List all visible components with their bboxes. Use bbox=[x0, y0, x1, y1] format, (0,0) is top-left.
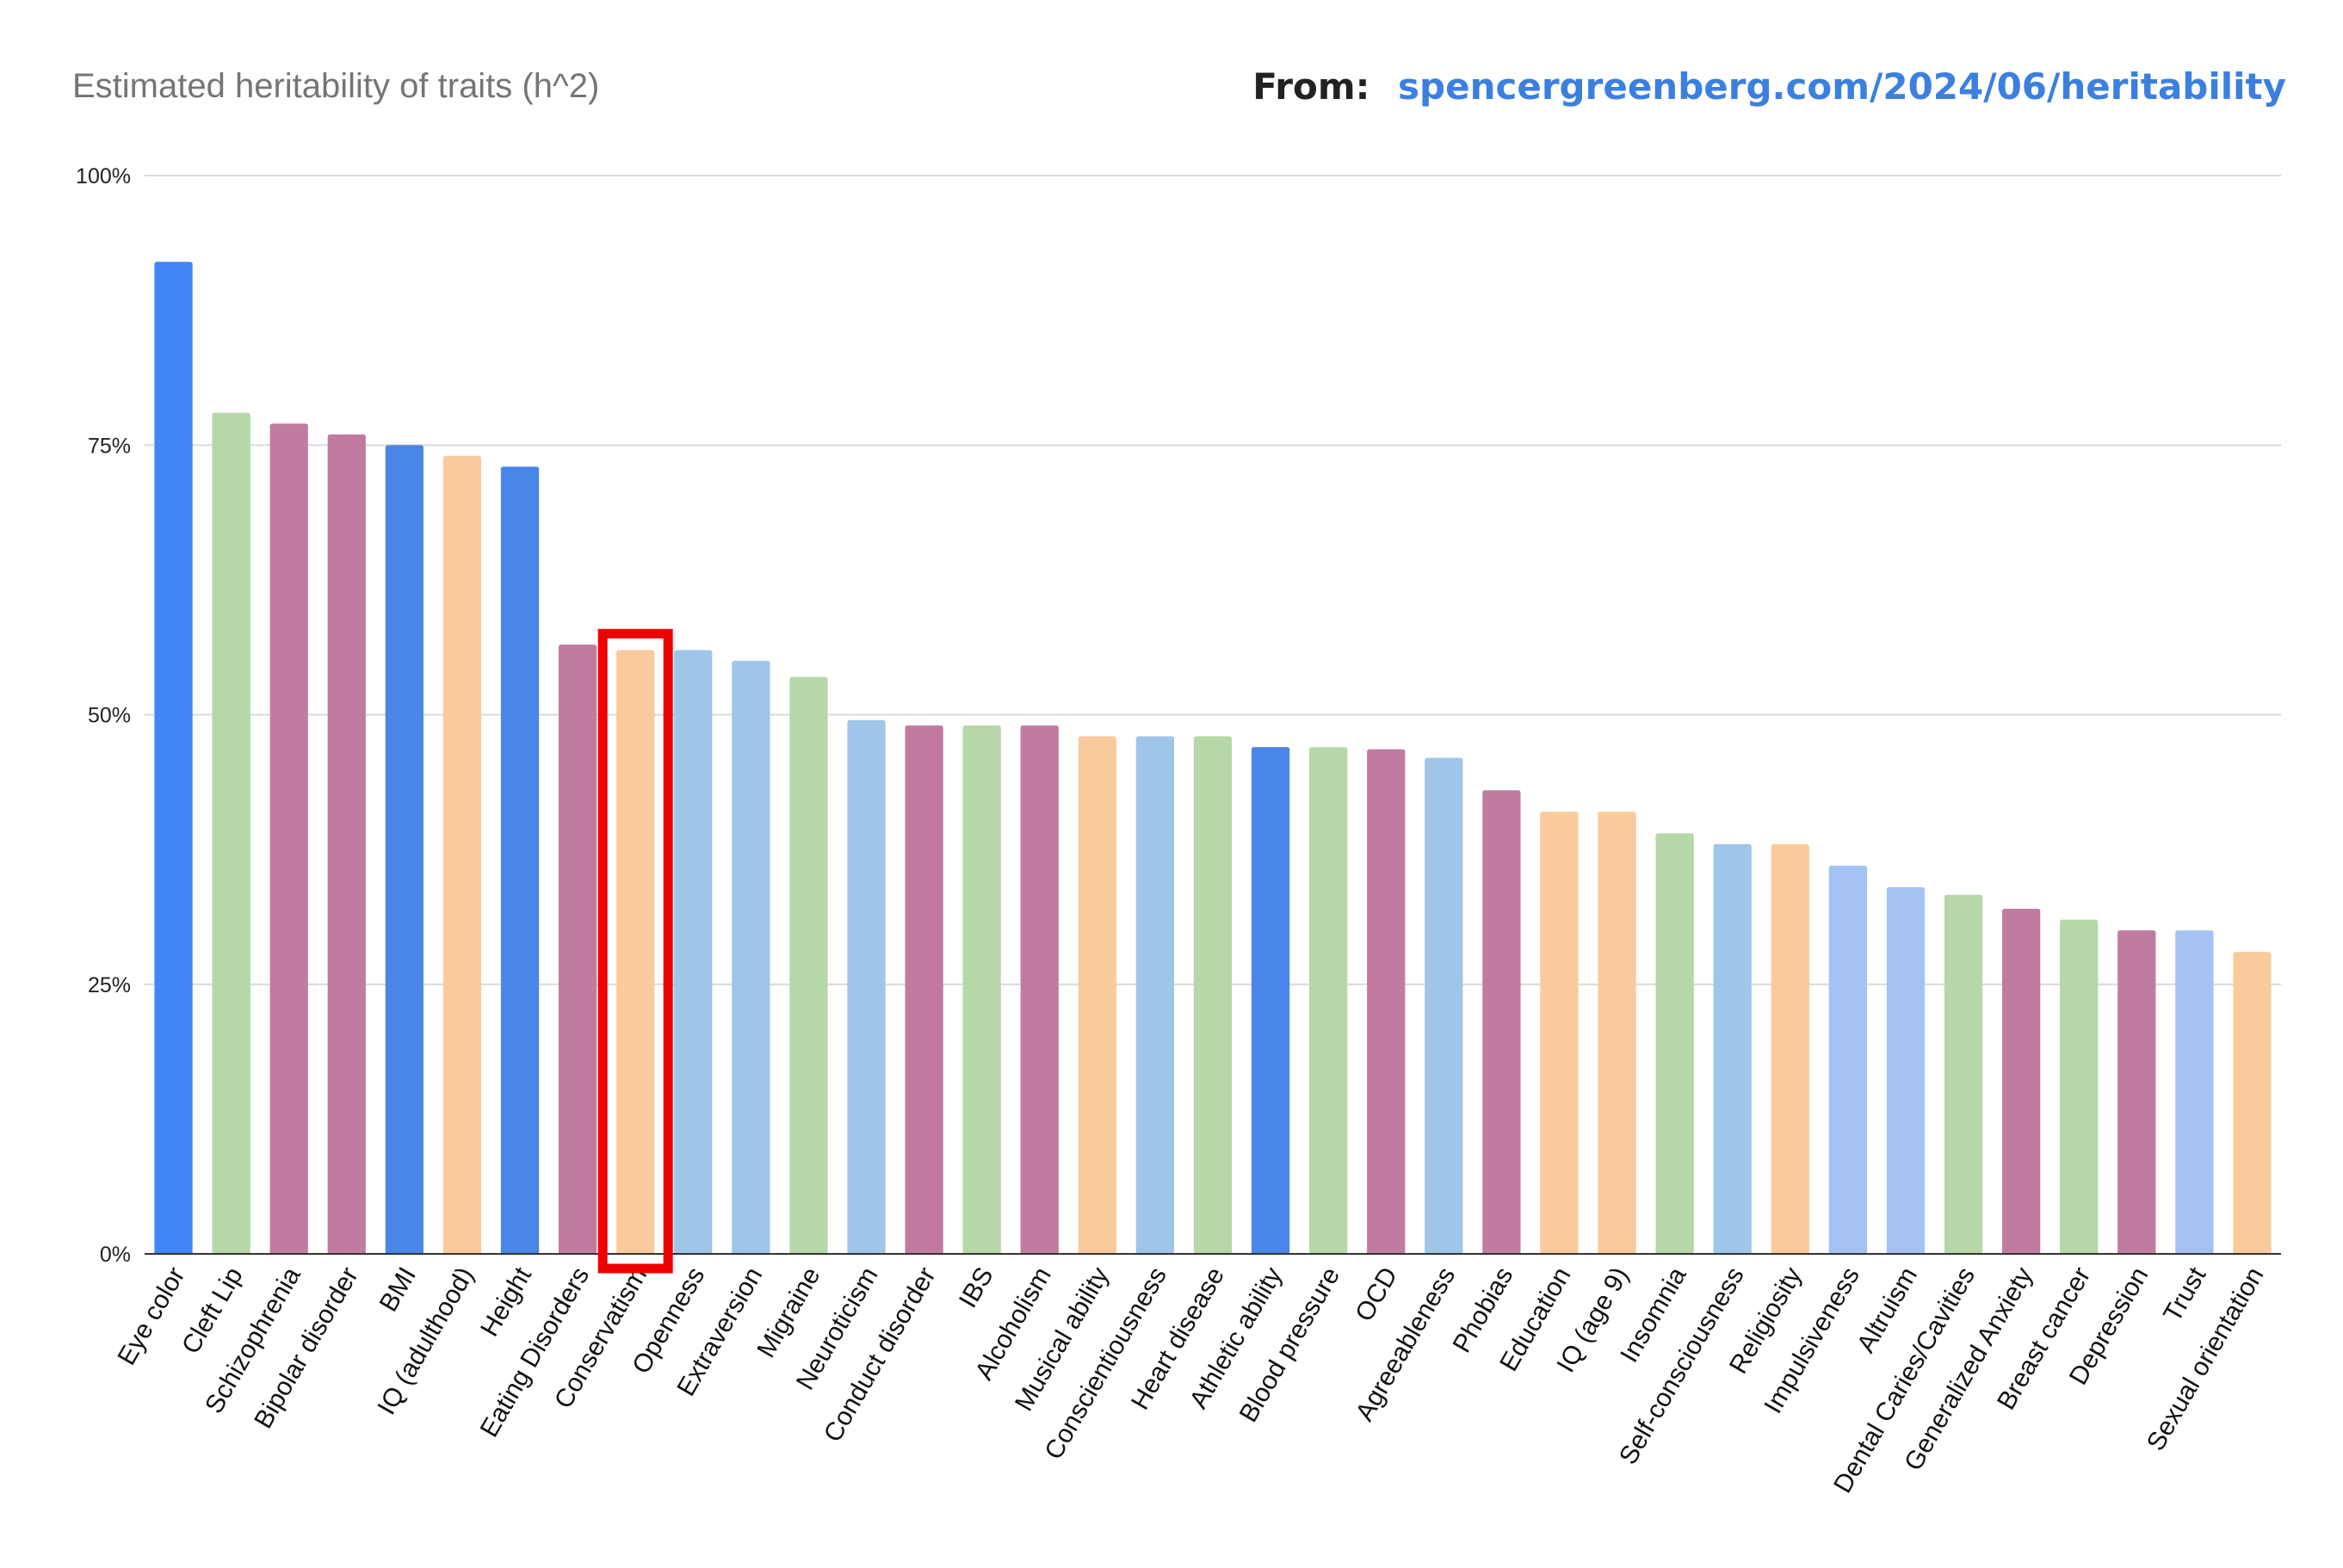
bar bbox=[1078, 736, 1116, 1254]
bar bbox=[789, 676, 828, 1254]
bar bbox=[1655, 833, 1694, 1254]
bar bbox=[1771, 843, 1809, 1254]
bar bbox=[674, 650, 713, 1254]
x-tick-label: Trust bbox=[2158, 1262, 2212, 1326]
x-tick-label: BMI bbox=[374, 1262, 422, 1317]
bar bbox=[1540, 812, 1579, 1254]
bar bbox=[1367, 749, 1406, 1254]
bar bbox=[442, 455, 482, 1254]
bar bbox=[1482, 790, 1521, 1254]
bar bbox=[847, 719, 886, 1254]
bar bbox=[1135, 736, 1175, 1254]
x-tick-label: OCD bbox=[1350, 1262, 1403, 1326]
y-tick-label: 50% bbox=[88, 704, 131, 728]
source-url[interactable]: spencergreenberg.com/2024/06/heritabilit… bbox=[1398, 65, 2286, 108]
bar bbox=[500, 466, 540, 1254]
y-tick-label: 75% bbox=[88, 434, 131, 458]
bar bbox=[2175, 930, 2214, 1254]
bar bbox=[1425, 757, 1463, 1254]
bar bbox=[1598, 812, 1636, 1254]
bar bbox=[1309, 747, 1348, 1254]
bar bbox=[732, 660, 770, 1254]
chart-title: Estimated heritability of traits (h^2) bbox=[72, 67, 600, 105]
y-tick-label: 25% bbox=[88, 973, 131, 997]
bar bbox=[1020, 725, 1059, 1254]
bar bbox=[1886, 886, 1926, 1254]
bar bbox=[2233, 952, 2272, 1254]
bar bbox=[1944, 894, 1983, 1254]
bar bbox=[2001, 909, 2041, 1254]
bar bbox=[154, 262, 193, 1254]
highlight-box bbox=[597, 628, 673, 1274]
x-tick-label: Height bbox=[475, 1262, 537, 1341]
bar bbox=[1713, 843, 1752, 1254]
y-axis-ticks: 0% 25% 50% 75% 100% bbox=[76, 164, 131, 1267]
x-tick-label: Sexual orientation bbox=[2142, 1262, 2270, 1455]
bar bbox=[905, 725, 943, 1254]
gridlines bbox=[145, 175, 2281, 985]
bar bbox=[1193, 736, 1233, 1254]
bar bbox=[2117, 930, 2156, 1254]
bar bbox=[269, 423, 308, 1254]
bar bbox=[558, 645, 597, 1254]
y-tick-label: 0% bbox=[100, 1243, 131, 1267]
x-tick-label: Eye color bbox=[112, 1262, 190, 1370]
bar bbox=[212, 412, 250, 1254]
source-line: From: spencergreenberg.com/2024/06/herit… bbox=[1252, 65, 2286, 108]
bar bbox=[1828, 865, 1868, 1254]
bar bbox=[616, 650, 655, 1254]
source-prefix: From: bbox=[1252, 65, 1370, 108]
y-tick-label: 100% bbox=[76, 164, 131, 188]
bar bbox=[2060, 919, 2099, 1254]
x-tick-label: IBS bbox=[954, 1262, 999, 1312]
bars bbox=[154, 262, 2272, 1255]
bar bbox=[385, 445, 424, 1254]
bar bbox=[1251, 747, 1290, 1254]
bar bbox=[962, 725, 1001, 1254]
bar bbox=[327, 434, 366, 1255]
